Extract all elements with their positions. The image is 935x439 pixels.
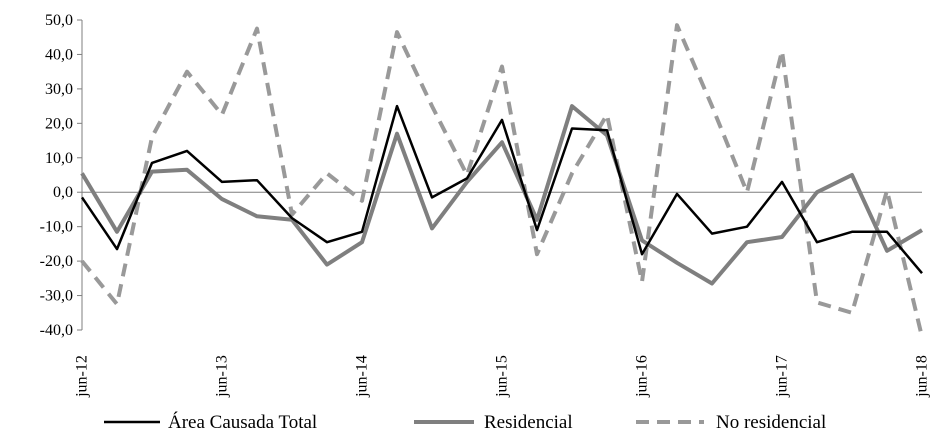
x-tick-label: jun-18	[914, 355, 931, 398]
legend-label-1: Residencial	[484, 412, 573, 433]
series-line-2	[80, 23, 924, 338]
y-tick-label: 30,0	[45, 81, 73, 98]
x-tick-label: jun-14	[354, 355, 371, 398]
x-tick-label: jun-16	[634, 355, 651, 398]
series-line-1	[80, 104, 924, 286]
y-tick-label: 10,0	[45, 150, 73, 167]
y-axis: 50,0 40,0 30,0 20,0 10,0 0,0 -10,0 -20,0 -30,0 -4…	[40, 12, 83, 339]
y-tick-label: 20,0	[45, 115, 73, 132]
series-line-0	[80, 104, 923, 275]
y-tick-label: -30,0	[40, 288, 73, 305]
y-tick-label: -10,0	[40, 219, 73, 236]
legend-label-2: No residencial	[716, 412, 826, 433]
legend-label-0: Área Causada Total	[168, 411, 317, 433]
x-tick-label: jun-13	[214, 355, 231, 398]
legend: Área Causada Total Residencial No residenc…	[104, 411, 826, 433]
x-tick-label: jun-12	[74, 355, 91, 398]
x-tick-label: jun-15	[494, 355, 511, 398]
x-tick-label: jun-17	[774, 355, 791, 398]
y-tick-label: 40,0	[45, 46, 73, 63]
x-axis: jun-12 jun-13 jun-14 jun-15 jun-16 jun-17 jun-…	[74, 191, 931, 398]
y-tick-label: 50,0	[45, 12, 73, 29]
y-tick-label: -20,0	[40, 253, 73, 270]
y-tick-label: 0,0	[53, 184, 73, 201]
y-tick-label: -40,0	[40, 322, 73, 339]
series-lines	[80, 23, 924, 338]
